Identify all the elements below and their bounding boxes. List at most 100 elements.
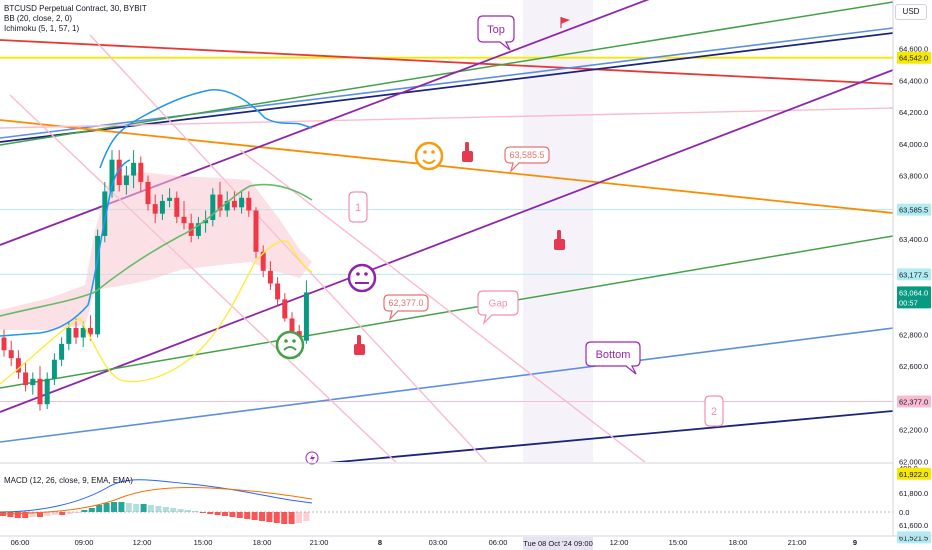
candle-body (181, 216, 187, 224)
macd-histogram-bar (59, 512, 66, 515)
price-tick-label: 61,800.0 (899, 489, 928, 498)
candle[interactable] (174, 191, 180, 224)
candle[interactable] (95, 229, 101, 338)
candle[interactable] (195, 216, 201, 240)
candle[interactable] (159, 194, 165, 221)
happy-face-icon[interactable] (414, 141, 444, 171)
pointing-hand-icon[interactable] (354, 335, 365, 355)
callout-bubble[interactable]: Top (477, 15, 515, 51)
pointing-hand-icon[interactable] (462, 142, 473, 162)
candle[interactable] (44, 372, 50, 409)
neutral-face-icon[interactable] (347, 263, 377, 293)
macd-histogram-bar (22, 512, 29, 518)
macd-histogram-bar (111, 502, 117, 512)
lightning-icon[interactable] (305, 451, 319, 465)
candle[interactable] (8, 340, 14, 367)
price-label-badge[interactable]: 63,177.5 (897, 268, 931, 281)
candle[interactable] (217, 181, 223, 217)
candle[interactable] (275, 277, 281, 306)
candle[interactable] (203, 210, 209, 233)
candle[interactable] (123, 166, 129, 195)
candle[interactable] (1, 329, 7, 357)
candle[interactable] (303, 280, 309, 344)
candle[interactable] (23, 362, 29, 392)
candle[interactable] (231, 191, 237, 211)
time-tick-label: 18:00 (729, 538, 748, 547)
candle[interactable] (116, 150, 122, 192)
price-tick-label: 61,600.0 (899, 521, 928, 530)
time-tick-label: 21:00 (788, 538, 807, 547)
candle[interactable] (37, 366, 43, 411)
price-label-badge[interactable]: 62,377.0 (897, 395, 931, 408)
candle[interactable] (51, 353, 57, 386)
candle-body (145, 181, 151, 205)
macd-legend[interactable]: MACD (12, 26, close, 9, EMA, EMA) (4, 476, 133, 485)
candle-body (23, 372, 29, 386)
candle[interactable] (15, 350, 21, 379)
sad-face-icon[interactable] (275, 330, 305, 360)
price-label-badge[interactable]: 63,064.000:57 (897, 286, 931, 309)
callout-label: Gap (489, 299, 508, 310)
candle[interactable] (260, 245, 266, 278)
callout-bubble[interactable]: Bottom (585, 341, 641, 375)
currency-button[interactable]: USD (895, 4, 927, 20)
callout-bubble[interactable]: 1 (348, 191, 368, 223)
ichimoku-indicator-label[interactable]: Ichimoku (5, 1, 57, 1) (4, 24, 80, 33)
candle[interactable] (80, 321, 86, 348)
flag-icon[interactable] (560, 17, 570, 28)
trend-line (0, 235, 893, 389)
price-badge-text: 61,922.0 (899, 470, 928, 479)
candle[interactable] (109, 150, 115, 198)
price-label-badge[interactable]: 61,922.0 (897, 467, 931, 480)
candle-body (195, 223, 201, 236)
callout-label: 1 (355, 202, 361, 214)
candle[interactable] (224, 191, 230, 217)
price-tick-label: 62,600.0 (899, 362, 928, 371)
candle[interactable] (167, 188, 173, 208)
main-plot-area: Top Bottom Gap 1 2 63,585.5 62,377.0 (0, 0, 893, 462)
callout-bubble[interactable]: 62,377.0 (383, 294, 429, 321)
price-badge-bg (897, 203, 931, 216)
macd-histogram-bar (199, 512, 206, 513)
pointing-hand-icon[interactable] (554, 230, 565, 250)
price-label-badge[interactable]: 61,521.5 (897, 531, 931, 544)
crosshair-time-badge[interactable]: Tue 08 Oct '24 09:00 (523, 537, 593, 550)
candle-body (159, 200, 165, 214)
candle[interactable] (210, 188, 216, 227)
callout-bubble[interactable]: Gap (477, 290, 519, 325)
candle[interactable] (138, 156, 144, 192)
macd-histogram-bar (148, 505, 154, 512)
candle[interactable] (267, 261, 273, 290)
price-label-badge[interactable]: 63,585.5 (897, 203, 931, 216)
macd-line (0, 479, 313, 513)
candle[interactable] (73, 318, 79, 344)
trend-line (0, 107, 893, 129)
macd-histogram-bar (170, 508, 177, 512)
symbol-title[interactable]: BTCUSD Perpetual Contract, 30, BYBIT (4, 4, 147, 13)
macd-histogram-bar (273, 512, 280, 523)
candle[interactable] (145, 175, 151, 211)
hand-palm (554, 239, 565, 250)
candle[interactable] (282, 293, 288, 322)
price-badge-bg (897, 395, 931, 408)
macd-histogram-bar (229, 512, 236, 517)
candle[interactable] (253, 207, 259, 259)
candle[interactable] (131, 150, 137, 189)
candle[interactable] (239, 191, 245, 214)
candle-body (30, 378, 36, 386)
candle-body (44, 378, 50, 405)
candle-body (102, 191, 108, 236)
price-label-badge[interactable]: 64,542.0 (897, 51, 931, 64)
callout-bubble[interactable]: 63,585.5 (504, 146, 550, 173)
bb-indicator-label[interactable]: BB (20, close, 2, 0) (4, 14, 73, 23)
candle[interactable] (152, 194, 158, 224)
candle[interactable] (102, 181, 108, 243)
macd-histogram-bar (96, 505, 103, 512)
macd-histogram-bar (88, 508, 95, 512)
callout-bubble[interactable]: 2 (704, 395, 724, 427)
candle[interactable] (246, 191, 252, 217)
candle[interactable] (59, 337, 65, 367)
candle[interactable] (30, 372, 36, 395)
candle[interactable] (181, 200, 187, 230)
